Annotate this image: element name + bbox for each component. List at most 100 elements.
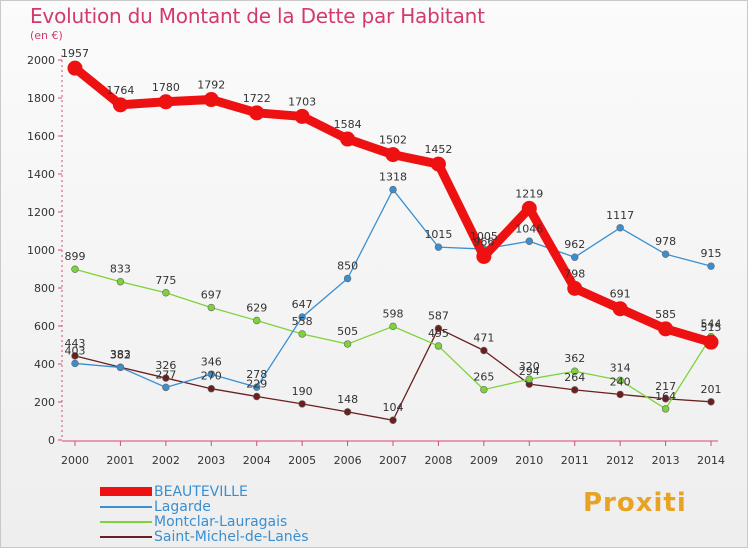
data-label: 962 (564, 238, 585, 251)
data-label: 217 (655, 380, 676, 393)
y-tick-label: 1600 (27, 130, 55, 143)
data-label: 915 (701, 247, 722, 260)
data-label: 320 (519, 360, 540, 373)
y-tick-label: 800 (34, 282, 55, 295)
series-layer (67, 60, 719, 424)
data-label: 1005 (470, 230, 498, 243)
data-label: 264 (564, 371, 585, 384)
data-label: 240 (610, 375, 631, 388)
data-point (207, 370, 215, 378)
data-point (71, 359, 79, 368)
legend: BEAUTEVILLE Lagarde Montclar-Lauragais S… (100, 483, 309, 545)
legend-label: BEAUTEVILLE (154, 483, 248, 500)
data-point (571, 253, 579, 261)
data-label: 403 (65, 344, 86, 357)
data-label: 691 (610, 288, 631, 301)
data-label: 775 (155, 274, 176, 287)
data-point (207, 385, 215, 393)
data-label: 1046 (515, 222, 543, 235)
data-point (116, 363, 125, 372)
legend-swatch (100, 505, 152, 508)
data-point (480, 385, 488, 394)
data-point (434, 243, 443, 251)
data-point (343, 340, 352, 348)
data-label: 164 (655, 390, 676, 403)
data-point (707, 398, 715, 406)
data-label: 1703 (288, 95, 316, 108)
data-label: 647 (292, 298, 313, 311)
data-label: 978 (655, 235, 676, 248)
data-point (253, 316, 261, 325)
data-label: 346 (201, 355, 222, 368)
x-tick-label: 2008 (424, 454, 452, 467)
data-label: 1452 (424, 143, 452, 156)
y-tick-label: 600 (34, 320, 55, 333)
data-label: 1764 (106, 84, 134, 97)
data-point (616, 390, 624, 399)
data-point (571, 386, 579, 394)
data-label: 362 (564, 352, 585, 365)
data-label: 899 (65, 250, 86, 263)
data-label: 270 (201, 370, 222, 383)
data-point (343, 274, 352, 283)
data-point (71, 265, 79, 273)
data-label: 229 (246, 377, 267, 390)
data-label: 1584 (334, 118, 362, 131)
data-point (430, 156, 446, 172)
data-point (249, 105, 265, 121)
data-point (162, 374, 170, 382)
data-label: 1792 (197, 79, 225, 92)
data-point (162, 289, 170, 297)
data-label: 148 (337, 393, 358, 406)
data-point (389, 416, 397, 424)
data-label: 558 (292, 315, 313, 328)
data-point (612, 301, 628, 317)
data-label: 326 (155, 359, 176, 372)
y-tick-label: 1200 (27, 206, 55, 219)
data-point (385, 147, 401, 163)
data-label: 1780 (152, 81, 180, 94)
data-label: 587 (428, 309, 449, 322)
legend-label: Montclar-Lauragais (154, 513, 288, 530)
data-label: 294 (519, 365, 540, 378)
proxiti-logo: Proxiti (583, 488, 687, 518)
data-point (658, 321, 674, 337)
data-label: 265 (473, 371, 494, 384)
data-point (480, 346, 488, 355)
data-label: 629 (246, 301, 267, 314)
data-label: 104 (383, 401, 404, 414)
series-line (70, 63, 716, 347)
x-tick-label: 2005 (288, 454, 316, 467)
x-tick-label: 2012 (606, 454, 634, 467)
data-label: 1117 (606, 209, 634, 222)
data-label: 1722 (243, 92, 271, 105)
x-tick-label: 2011 (561, 454, 589, 467)
x-tick-label: 2006 (334, 454, 362, 467)
y-tick-label: 0 (48, 434, 55, 447)
legend-swatch (100, 520, 152, 523)
data-point (253, 383, 261, 391)
data-point (253, 392, 261, 401)
x-tick-label: 2010 (515, 454, 543, 467)
legend-item: Montclar-Lauragais (100, 513, 309, 530)
data-label: 277 (155, 368, 176, 381)
data-point (294, 108, 310, 124)
data-label: 1318 (379, 171, 407, 184)
legend-item: Lagarde (100, 499, 309, 515)
data-point (67, 60, 83, 76)
data-point (298, 400, 306, 408)
data-label: 201 (701, 383, 722, 396)
data-label: 1957 (61, 47, 89, 60)
unit-label: (en €) (30, 29, 63, 42)
data-point (571, 367, 579, 375)
data-point (525, 375, 533, 383)
axes-layer: 0 200 400 600 800 1000 1200 1400 1600 1800 2000 200… (27, 54, 725, 467)
data-label: 383 (110, 348, 131, 361)
data-label: 798 (564, 267, 585, 280)
data-point (203, 92, 219, 108)
data-point (707, 262, 715, 270)
y-tick-label: 200 (34, 396, 55, 409)
x-tick-label: 2000 (61, 454, 89, 467)
data-point (616, 376, 624, 385)
legend-label: Saint-Michel-de-Lanès (154, 528, 309, 545)
